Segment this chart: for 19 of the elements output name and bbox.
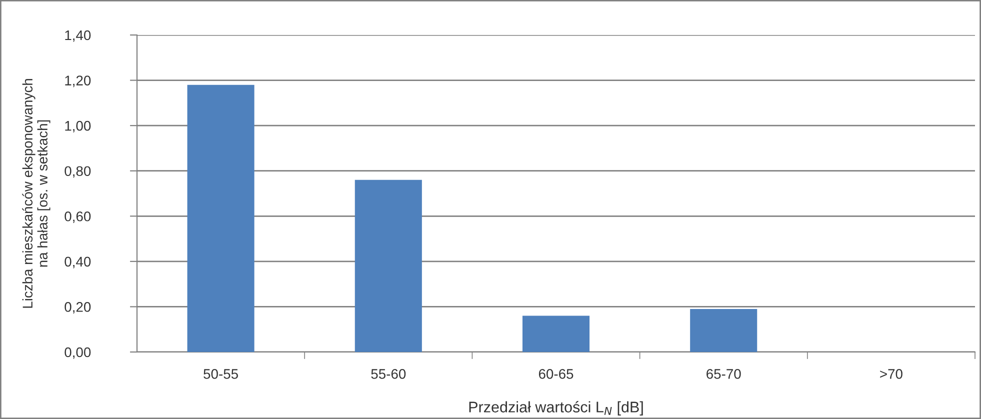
y-tick-label: 0,80	[64, 166, 91, 178]
x-tick-label: >70	[880, 369, 902, 379]
x-axis-title: Przedział wartości L$_{N}$ [dB]	[469, 401, 643, 416]
y-tick-label: 0,20	[64, 302, 91, 314]
y-tick-label: 0,40	[64, 256, 91, 268]
y-tick-label: 0,00	[64, 347, 91, 359]
y-tick-label: 0,60	[64, 211, 91, 223]
y-tick-label: 1,40	[65, 30, 91, 42]
x-tick-label: 60-65	[538, 369, 574, 379]
x-tick-label: 50-55	[204, 369, 238, 379]
y-tick-label: 1,00	[65, 120, 91, 132]
x-tick-label: 55-60	[371, 369, 406, 379]
bar	[354, 180, 422, 352]
bar	[690, 308, 758, 352]
bar	[522, 316, 590, 352]
bar	[187, 84, 254, 352]
x-tick-label: 65-70	[706, 369, 741, 379]
y-axis-title: Liczba mieszkańców eksponowanych na hałas [os. w setkach]	[22, 78, 50, 308]
y-tick-label: 1,20	[65, 76, 91, 88]
